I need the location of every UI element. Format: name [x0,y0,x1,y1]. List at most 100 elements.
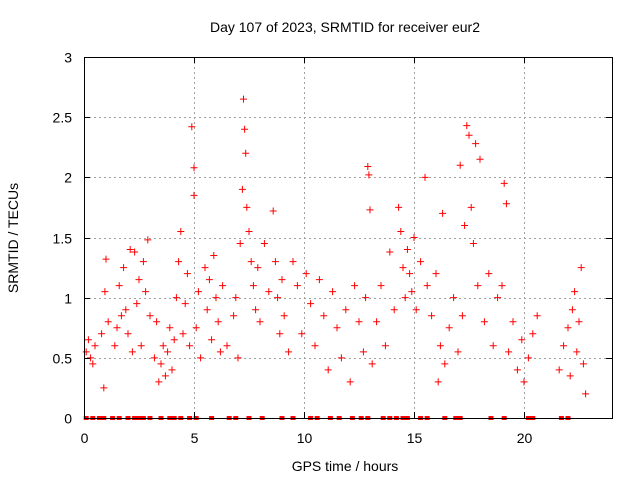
data-point [168,366,176,374]
data-point [252,306,260,314]
data-point [571,288,579,296]
data-point [566,372,574,380]
data-point [190,164,198,172]
data-point [249,282,257,290]
data-point [575,318,583,326]
data-point [489,342,497,350]
data-point [362,294,370,302]
data-point [133,300,141,308]
data-point [373,318,381,326]
data-point [256,318,264,326]
data-point [412,306,420,314]
data-point [245,227,253,235]
y-axis-title: SRMTID / TECUs [5,183,21,293]
data-point [254,264,262,272]
data-point [293,282,301,290]
data-point [485,270,493,278]
data-point [520,378,528,386]
data-point [463,122,471,130]
data-point [454,348,462,356]
data-point [139,258,147,266]
data-point [122,306,130,314]
data-point [472,140,480,148]
data-point [403,246,411,254]
data-point [87,354,95,362]
data-point [421,173,429,181]
y-tick-label: 0.5 [53,351,73,367]
x-axis-title: GPS time / hours [292,458,399,474]
data-point [333,324,341,332]
data-point [573,348,581,356]
data-point [91,342,99,350]
data-point [397,227,405,235]
data-point [234,354,242,362]
data-point [142,288,150,296]
data-point [469,240,477,248]
data-point [115,282,123,290]
data-point [461,221,469,229]
data-point [564,324,572,332]
data-point [408,288,416,296]
data-point [260,240,268,248]
data-point [582,390,590,398]
data-point [124,330,132,338]
data-point [390,306,398,314]
data-point [324,366,332,374]
data-point [113,324,121,332]
data-point [144,236,152,244]
data-point [265,288,273,296]
data-point [181,300,189,308]
data-point [172,294,180,302]
data-point [364,163,372,171]
data-point [240,95,247,103]
data-point [500,179,508,187]
data-points [82,95,590,398]
data-point [355,318,363,326]
x-tick-label: 20 [517,430,533,446]
data-point [131,248,139,256]
data-point [214,318,222,326]
y-tick-label: 1 [64,291,72,307]
data-point [320,312,328,320]
data-point [368,360,376,368]
data-point [441,360,449,368]
data-point [269,207,277,215]
data-point [329,288,337,296]
data-point [502,200,510,208]
data-point [307,300,315,308]
data-point [153,318,161,326]
data-point [117,312,125,320]
data-point [150,354,158,362]
data-point [98,330,106,338]
data-point [102,255,110,263]
data-point [216,348,224,356]
data-point [82,348,90,356]
data-point [166,324,174,332]
data-point [188,123,196,131]
data-point [311,342,319,350]
data-point [458,312,466,320]
data-point [186,342,194,350]
data-point [126,246,134,254]
data-point [101,288,109,296]
data-point [436,342,444,350]
data-point [155,378,163,386]
data-point [238,185,246,193]
y-tick-label: 2.5 [53,110,73,126]
y-tick-label: 1.5 [53,231,73,247]
data-point [197,354,205,362]
data-point [289,258,297,266]
data-point [135,276,143,284]
data-point [386,248,394,256]
data-point [194,288,202,296]
data-point [100,384,108,392]
data-point [377,282,385,290]
data-point [432,270,440,278]
data-point [285,348,293,356]
y-tick-label: 0 [64,411,72,427]
data-point [474,282,482,290]
data-point [208,336,216,344]
data-point [434,378,442,386]
data-point [423,282,431,290]
data-point [120,264,128,272]
